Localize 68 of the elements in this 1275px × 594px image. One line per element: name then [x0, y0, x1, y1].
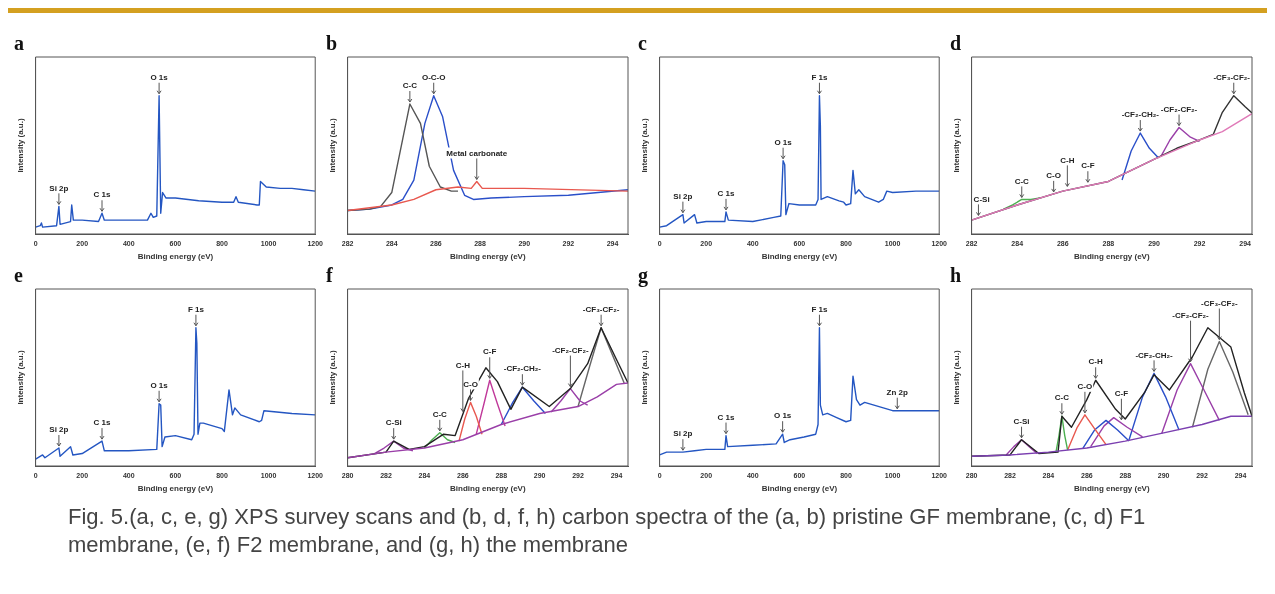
- annotation: O 1s: [150, 72, 169, 82]
- annotation: C-Si: [1013, 416, 1030, 426]
- annotation: F 1s: [811, 304, 828, 314]
- chart-title: g: [638, 264, 648, 288]
- annotation: C 1s: [93, 418, 111, 428]
- y-axis-title: Intensity (a.u.): [640, 350, 649, 405]
- annotation: C-H: [455, 360, 471, 370]
- annotation: C-F: [1081, 161, 1095, 171]
- x-axis-title: Binding energy (eV): [137, 484, 214, 494]
- annotation: -CF₂-CF₂-: [552, 345, 589, 355]
- annotation: C 1s: [717, 189, 735, 199]
- annotation: F 1s: [811, 72, 828, 82]
- annotation: O 1s: [150, 380, 169, 390]
- annotation: -CF₃-CF₂-: [1201, 298, 1238, 308]
- chart-title: b: [326, 32, 338, 55]
- y-axis-title: Intensity (a.u.): [952, 350, 961, 405]
- annotation: -CF₂-CH₂-: [1121, 110, 1160, 120]
- y-axis-title: Intensity (a.u.): [952, 118, 961, 173]
- annotation: C-O: [463, 379, 478, 389]
- x-axis-title: Binding energy (eV): [761, 252, 838, 262]
- chart-title: e: [14, 264, 23, 287]
- y-axis-title: Intensity (a.u.): [16, 350, 25, 405]
- annotation: Si 2p: [49, 425, 69, 435]
- annotation: O 1s: [773, 411, 792, 421]
- annotation: O 1s: [774, 137, 793, 147]
- annotation: C-F: [1114, 388, 1129, 398]
- annotation: C-H: [1088, 357, 1103, 367]
- chart-title: f: [326, 264, 333, 287]
- chart-title: h: [950, 264, 962, 287]
- caption: Fig. 5.(a, c, e, g) XPS survey scans and (b, d, f, h) carbon spectra of the (a, b) pristine GF membrane, (c, d) F1 membrane, (e, f) F2 membrane, and (g, h) the membrane: [68, 503, 1147, 559]
- annotation: -CF₂-CF₂-: [1160, 104, 1198, 114]
- annotation: C-O: [1077, 382, 1093, 392]
- y-axis-title: Intensity (a.u.): [328, 118, 337, 173]
- chart-title: a: [14, 32, 24, 55]
- annotation: C-H: [1060, 155, 1075, 165]
- x-axis-title: Binding energy (eV): [1074, 252, 1150, 262]
- x-axis-title: Binding energy (eV): [761, 484, 838, 494]
- x-axis-title: Binding energy (eV): [1074, 484, 1150, 494]
- annotation: C-Si: [973, 194, 990, 204]
- annotation: Metal carbonate: [446, 148, 508, 158]
- annotation: -CF₂-CF₂-: [1172, 310, 1210, 320]
- chart-title: c: [638, 32, 647, 55]
- annotation: C-C: [1054, 393, 1070, 403]
- annotation: C-O: [1046, 171, 1061, 181]
- annotation: Zn 2p: [886, 387, 909, 397]
- annotation: -CF₃-CF₂-: [1213, 72, 1251, 82]
- annotation: Si 2p: [49, 183, 69, 193]
- annotation: Si 2p: [673, 429, 693, 439]
- annotation: C-Si: [385, 418, 402, 428]
- annotation: C-C: [1014, 176, 1030, 186]
- annotation: O-C-O: [421, 72, 446, 82]
- annotation: C-F: [483, 347, 497, 357]
- annotation: C 1s: [717, 412, 735, 422]
- x-axis-title: Binding energy (eV): [450, 252, 526, 262]
- annotation: C 1s: [93, 190, 111, 200]
- x-axis-title: Binding energy (eV): [450, 484, 526, 494]
- annotation: F 1s: [187, 304, 205, 314]
- annotation: Si 2p: [673, 191, 693, 201]
- annotation: -CF₃-CF₂-: [582, 304, 620, 314]
- chart-title: d: [950, 32, 962, 55]
- annotation: C-C: [402, 81, 418, 91]
- annotation: C-C: [432, 410, 448, 420]
- annotation: -CF₂-CH₂-: [503, 364, 542, 374]
- y-axis-title: Intensity (a.u.): [328, 350, 337, 405]
- annotation: -CF₂-CH₂-: [1135, 350, 1174, 360]
- y-axis-title: Intensity (a.u.): [640, 118, 649, 173]
- x-axis-title: Binding energy (eV): [137, 252, 214, 262]
- y-axis-title: Intensity (a.u.): [16, 118, 25, 173]
